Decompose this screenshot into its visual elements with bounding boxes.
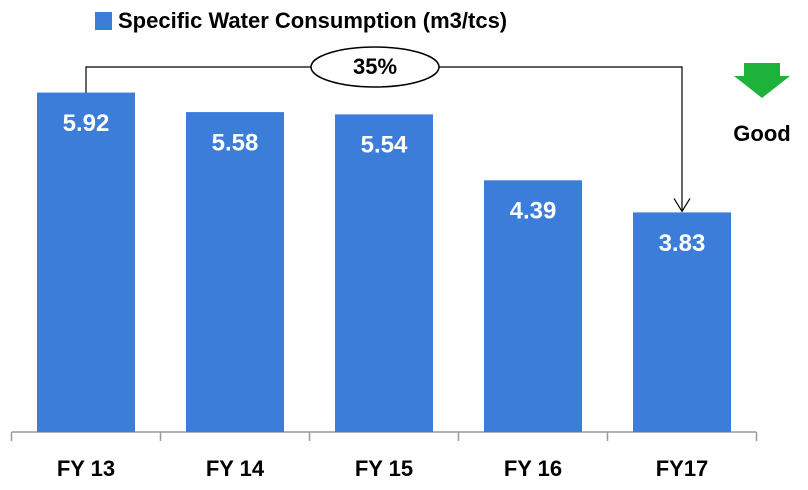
legend-label: Specific Water Consumption (m3/tcs) bbox=[118, 8, 507, 33]
annotation-arrowhead bbox=[673, 198, 691, 213]
value-label: 5.92 bbox=[63, 110, 110, 137]
bar bbox=[37, 92, 135, 432]
bar bbox=[335, 114, 433, 432]
good-label: Good bbox=[733, 121, 790, 146]
x-tick-label: FY 13 bbox=[57, 456, 115, 481]
legend-swatch bbox=[95, 12, 112, 30]
annotation-label: 35% bbox=[353, 54, 397, 79]
x-tick-label: FY 14 bbox=[206, 456, 265, 481]
good-arrow bbox=[734, 63, 790, 98]
value-label: 3.83 bbox=[659, 230, 706, 257]
annotation-ellipse bbox=[310, 46, 440, 88]
value-label: 5.58 bbox=[212, 129, 259, 156]
bar bbox=[186, 112, 284, 432]
bar bbox=[633, 212, 731, 432]
bar bbox=[484, 180, 582, 432]
x-tick-label: FY 15 bbox=[355, 456, 413, 481]
value-label: 4.39 bbox=[510, 198, 557, 225]
value-label: 5.54 bbox=[361, 132, 408, 159]
x-tick-label: FY 16 bbox=[504, 456, 562, 481]
x-tick-label: FY17 bbox=[656, 456, 709, 481]
